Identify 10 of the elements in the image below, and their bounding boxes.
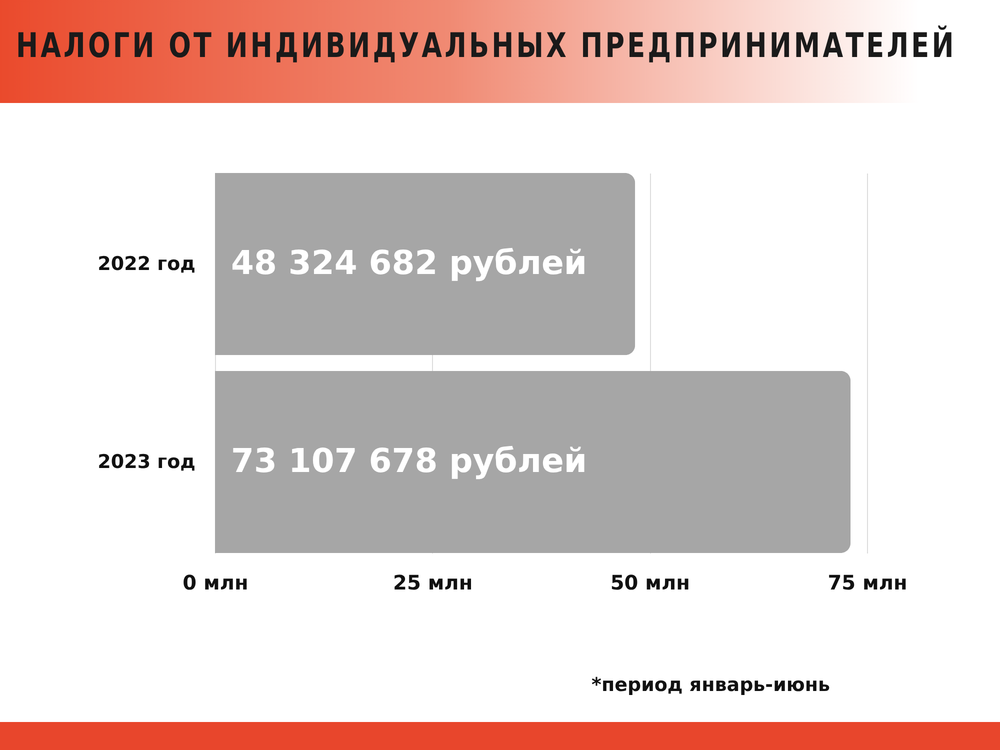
y-tick-label: 2022 год	[98, 253, 196, 276]
annotation: 48 324 682 рублей	[231, 243, 588, 282]
x-tick-label: 75 млн	[828, 570, 908, 594]
text: *период январь-июнь	[592, 674, 830, 696]
x-tick-label: 0 млн	[182, 570, 248, 594]
x-tick-label: 25 млн	[393, 570, 473, 594]
annotation: 73 107 678 рублей	[231, 440, 588, 480]
x-tick-label: 50 млн	[610, 570, 690, 594]
chart-title: НАЛОГИ ОТ ИНДИВИДУАЛЬНЫХ ПРЕДПРИНИМАТЕЛЕЙ	[16, 26, 956, 66]
y-tick-label: 2023 год	[98, 450, 196, 473]
